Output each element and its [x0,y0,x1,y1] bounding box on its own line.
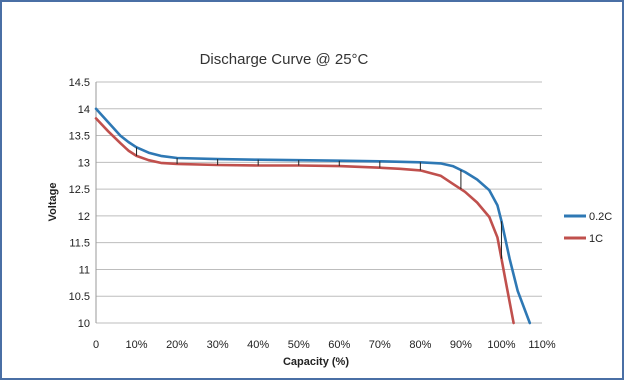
x-tick-label: 40% [247,339,269,351]
x-tick-label: 60% [328,339,350,351]
x-tick-label: 0 [93,339,99,351]
x-tick-label: 100% [487,339,515,351]
x-tick-label: 80% [409,339,431,351]
tick-labels: 10 10.5 11 11.5 12 12.5 13 13.5 14 14.5 0 10% 20% 30%… [69,77,556,351]
x-tick-label: 30% [207,339,229,351]
legend-label: 1C [589,233,603,245]
y-tick-label: 14 [78,104,90,116]
x-tick-label: 10% [126,339,148,351]
y-tick-label: 14.5 [69,77,90,89]
x-tick-label: 20% [166,339,188,351]
y-tick-label: 12 [78,211,90,223]
y-tick-label: 13.5 [69,131,90,143]
series-line-1c [94,117,515,325]
y-tick-label: 13 [78,157,90,169]
legend-label: 0.2C [589,211,612,223]
legend: 0.2C 1C [564,211,612,245]
series-lines [94,107,532,325]
x-tick-label: 70% [369,339,391,351]
y-tick-label: 10.5 [69,291,90,303]
y-tick-label: 11.5 [69,238,90,250]
x-tick-label: 110% [528,339,556,351]
data-markers [136,147,502,259]
x-tick-label: 90% [450,339,472,351]
grid-lines [95,81,542,324]
y-axis-label: Voltage [47,183,59,222]
x-tick-label: 50% [288,339,310,351]
chart-title: Discharge Curve @ 25°C [200,51,369,68]
y-tick-label: 12.5 [69,184,90,196]
y-tick-label: 11 [79,264,90,276]
y-tick-label: 10 [78,318,90,330]
series-line-0-2c [94,107,532,325]
x-axis-label: Capacity (%) [283,356,349,368]
